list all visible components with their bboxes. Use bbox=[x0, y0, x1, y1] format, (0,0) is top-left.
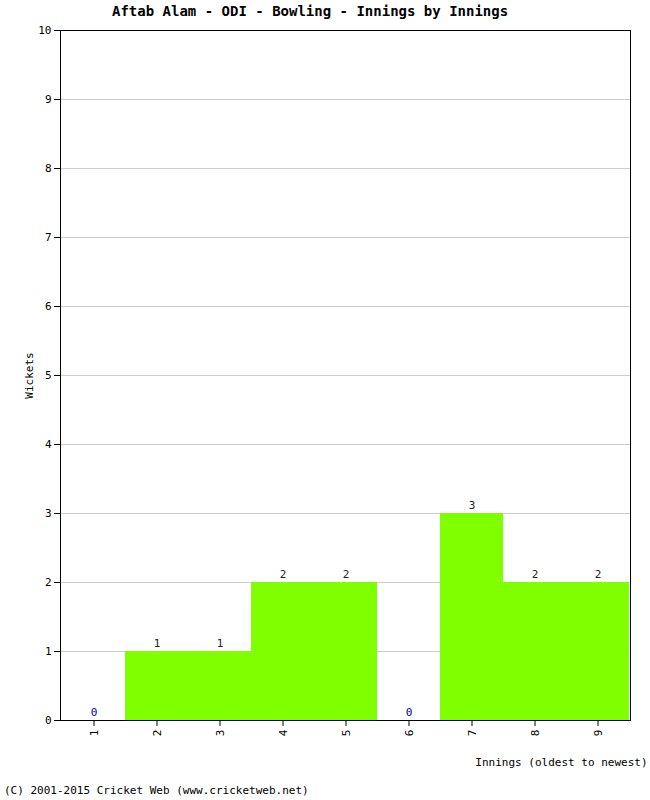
svg-text:1: 1 bbox=[88, 730, 101, 737]
svg-text:6: 6 bbox=[403, 730, 416, 737]
svg-text:2: 2 bbox=[595, 568, 602, 581]
svg-text:1: 1 bbox=[154, 637, 161, 650]
svg-text:1: 1 bbox=[217, 637, 224, 650]
svg-text:2: 2 bbox=[532, 568, 539, 581]
svg-text:7: 7 bbox=[466, 730, 479, 737]
svg-text:2: 2 bbox=[280, 568, 287, 581]
svg-text:9: 9 bbox=[45, 93, 52, 106]
svg-text:3: 3 bbox=[45, 507, 52, 520]
svg-text:0: 0 bbox=[91, 706, 98, 719]
svg-text:1: 1 bbox=[45, 645, 52, 658]
svg-text:10: 10 bbox=[38, 24, 51, 37]
svg-text:3: 3 bbox=[469, 499, 476, 512]
svg-text:2: 2 bbox=[45, 576, 52, 589]
svg-text:7: 7 bbox=[45, 231, 52, 244]
svg-text:Innings (oldest to newest): Innings (oldest to newest) bbox=[475, 756, 647, 769]
svg-text:8: 8 bbox=[45, 162, 52, 175]
svg-text:5: 5 bbox=[340, 730, 353, 737]
svg-text:3: 3 bbox=[214, 730, 227, 737]
svg-text:2: 2 bbox=[151, 730, 164, 737]
svg-text:6: 6 bbox=[45, 300, 52, 313]
svg-text:5: 5 bbox=[45, 369, 52, 382]
html-text:(C) 2001-2015 Cricket Web (www: (C) 2001-2015 Cricket Web (www.cricketwe… bbox=[4, 784, 309, 797]
svg-text:4: 4 bbox=[277, 729, 290, 736]
svg-text:0: 0 bbox=[406, 706, 413, 719]
svg-text:0: 0 bbox=[45, 714, 52, 727]
svg-text:2: 2 bbox=[343, 568, 350, 581]
svg-text:8: 8 bbox=[529, 730, 542, 737]
svg-text:Wickets: Wickets bbox=[23, 352, 36, 398]
svg-text:4: 4 bbox=[45, 438, 52, 451]
svg-text:9: 9 bbox=[592, 730, 605, 737]
html-text:Aftab Alam - ODI - Bowling - I: Aftab Alam - ODI - Bowling - Innings by … bbox=[112, 3, 509, 19]
